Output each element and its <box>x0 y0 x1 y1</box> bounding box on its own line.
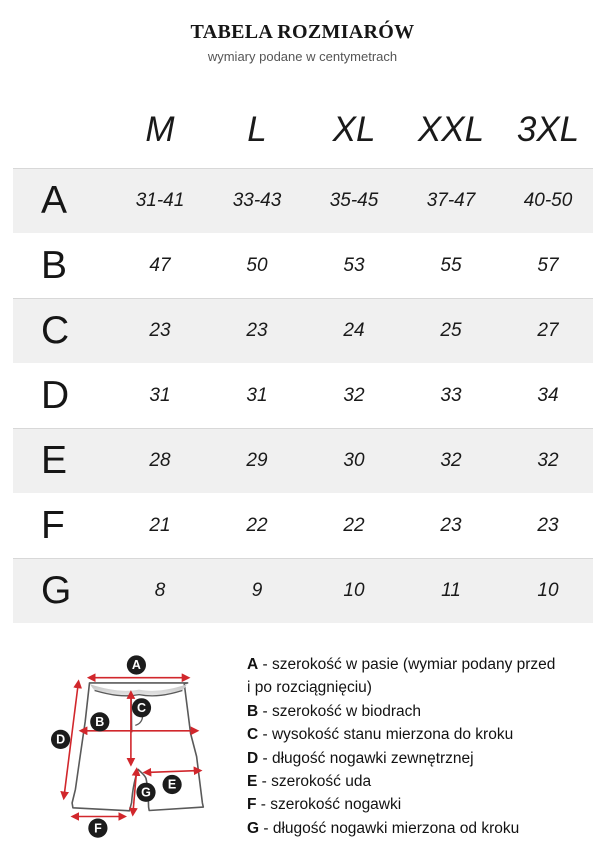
svg-text:F: F <box>94 821 102 835</box>
svg-text:B: B <box>95 715 104 729</box>
svg-text:D: D <box>56 733 65 747</box>
svg-text:E: E <box>168 778 176 792</box>
svg-text:A: A <box>132 658 141 672</box>
svg-text:C: C <box>137 701 146 715</box>
svg-text:G: G <box>141 786 151 800</box>
